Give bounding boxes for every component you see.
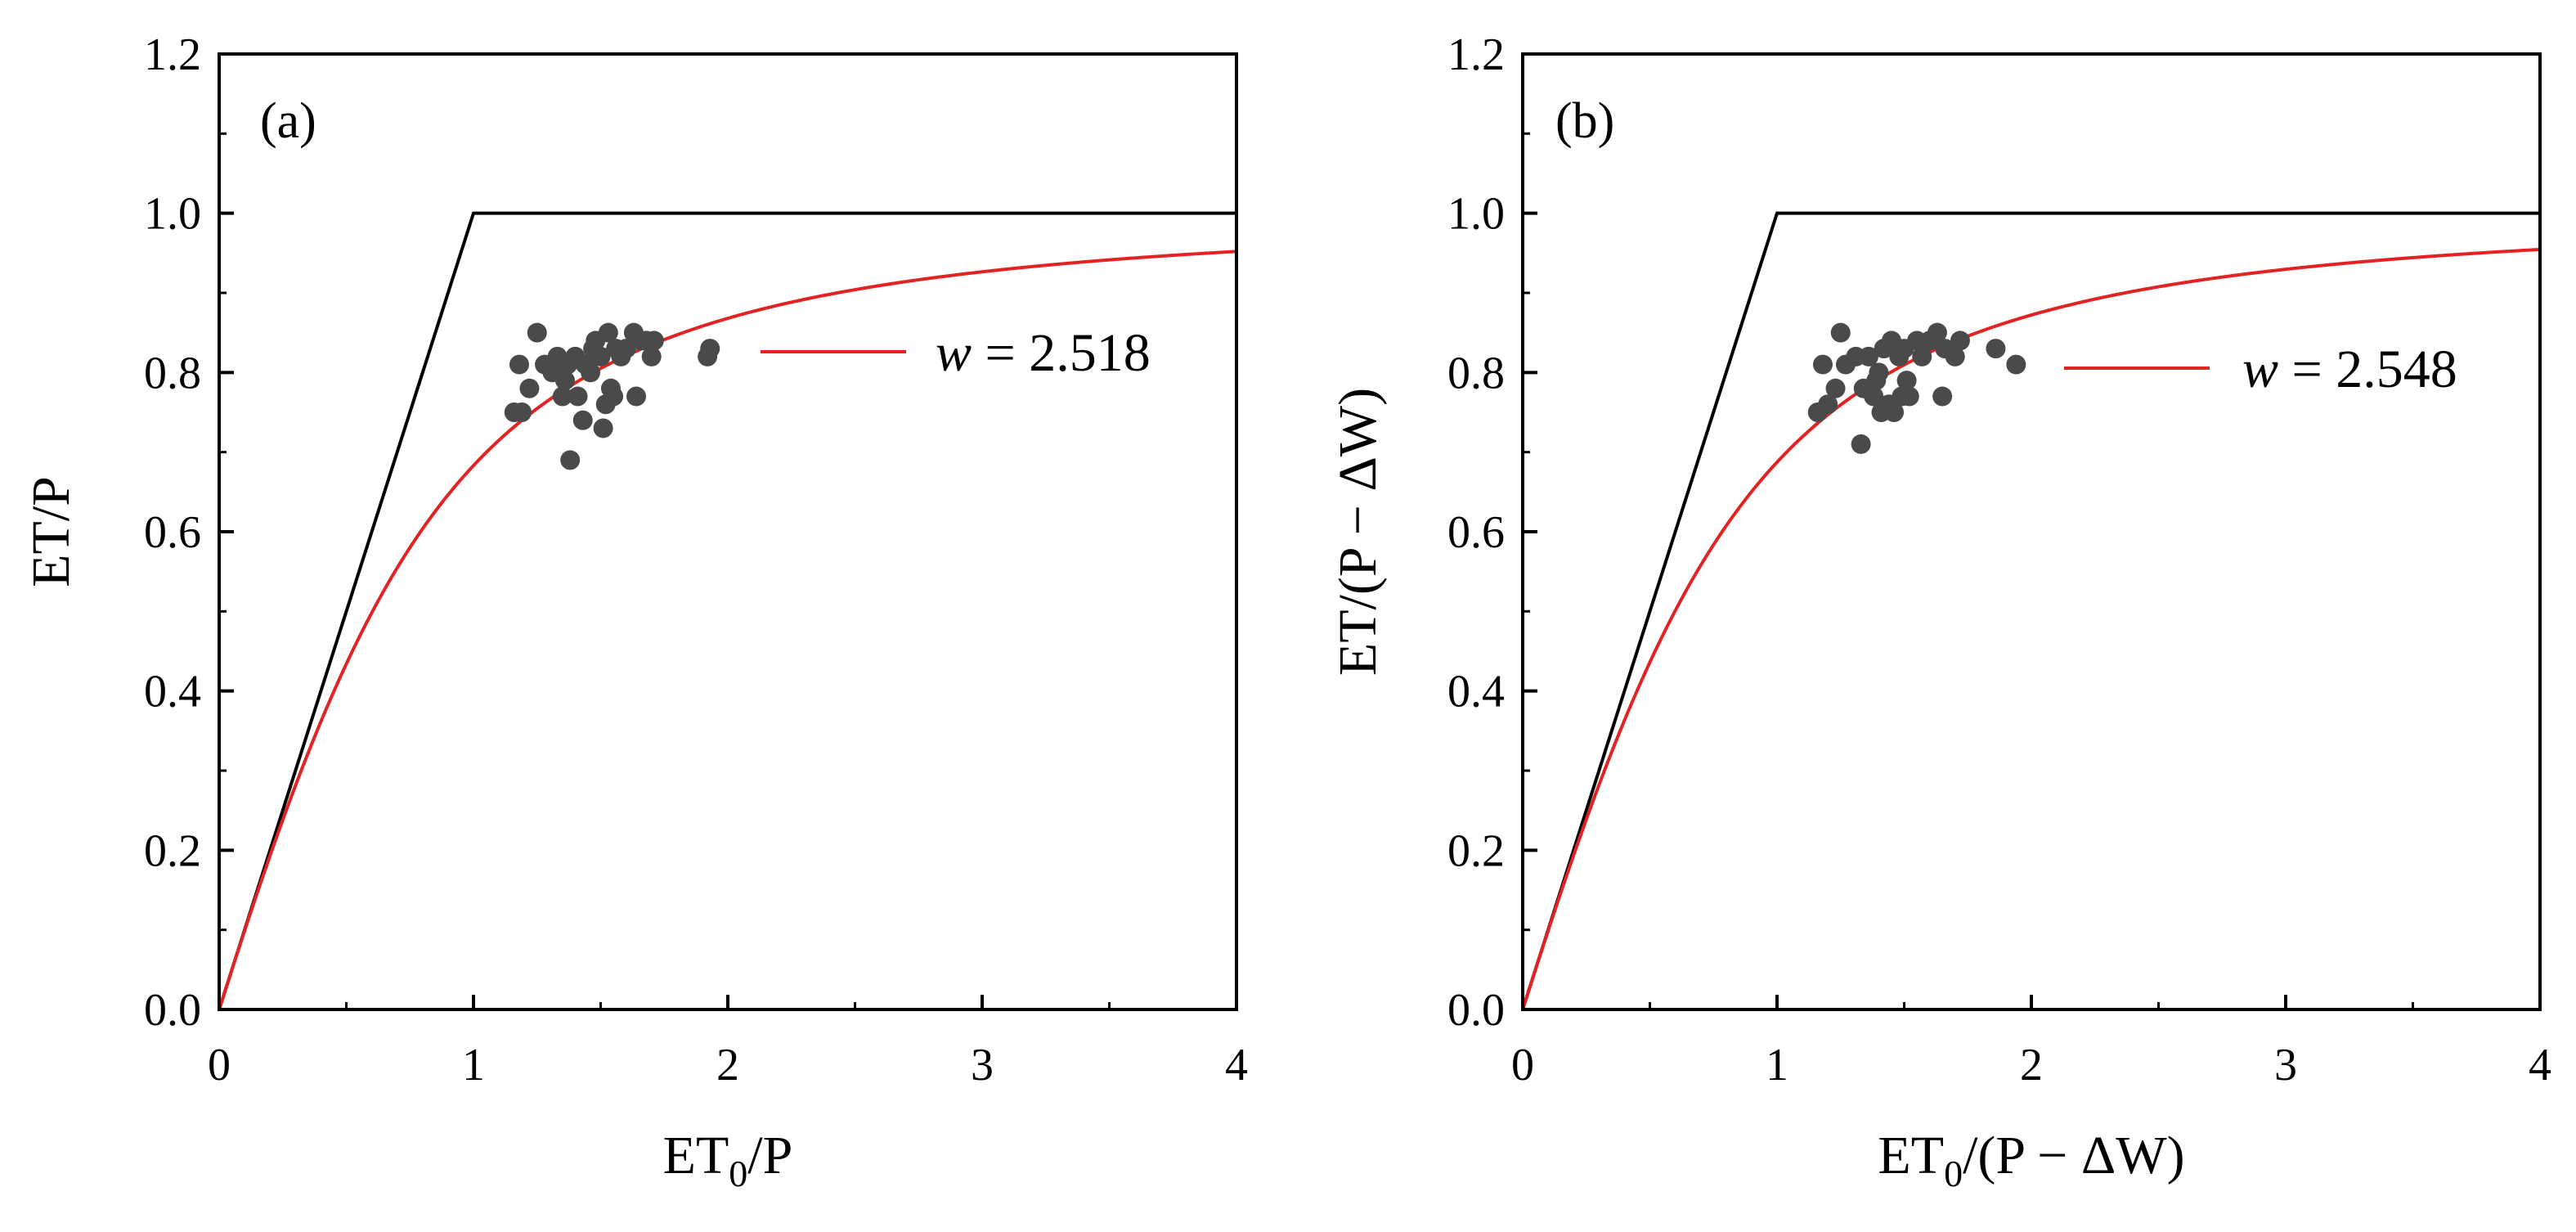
x-tick-label: 4: [2529, 1040, 2551, 1090]
data-point: [1818, 394, 1838, 415]
data-point: [1950, 330, 1970, 351]
y-tick-label: 0.4: [144, 667, 201, 717]
y-tick-label: 1.2: [144, 29, 201, 80]
budyko-limit-line: [219, 211, 1236, 1009]
data-point: [527, 322, 547, 343]
budyko-limit-line: [1523, 211, 2540, 1009]
data-point: [572, 410, 593, 430]
data-point: [1884, 402, 1905, 422]
data-point: [1866, 371, 1887, 391]
y-tick-label: 0.0: [1447, 985, 1505, 1036]
y-axis-title: ET/P: [21, 476, 81, 587]
y-tick-label: 0.0: [144, 985, 201, 1036]
x-axis-title: ET0/P: [663, 1126, 793, 1194]
data-point: [552, 386, 572, 407]
data-point: [611, 346, 631, 366]
data-point: [1986, 339, 2006, 359]
y-tick-label: 1.0: [144, 189, 201, 240]
data-point: [1912, 346, 1932, 366]
data-point: [590, 346, 611, 366]
y-tick-label: 0.6: [1447, 507, 1505, 558]
fu-curve: [219, 250, 1236, 1009]
x-tick-label: 0: [208, 1040, 231, 1090]
data-point: [598, 322, 618, 343]
panel-a: 0 1 2 3 4 0.0 0.2 0.4 0.6 0.8 1.0 1.2 (a) w = 2.518 ET…: [21, 29, 1248, 1194]
y-tick-label: 0.4: [1447, 667, 1505, 717]
legend-label: w = 2.518: [936, 323, 1151, 383]
fu-curve: [1523, 247, 2540, 1009]
data-point: [560, 450, 581, 470]
x-tick-label: 0: [1511, 1040, 1534, 1090]
panel-b: 0 1 2 3 4 0.0 0.2 0.4 0.6 0.8 1.0 1.2 (b) w = 2.548 ET…: [1328, 29, 2551, 1194]
data-point: [2006, 354, 2026, 375]
data-point: [1825, 378, 1846, 398]
panel-label: (b): [1555, 93, 1614, 149]
data-point: [1896, 371, 1917, 391]
data-point: [604, 386, 624, 407]
y-tick-label: 0.2: [1447, 825, 1505, 876]
x-tick-label: 1: [462, 1040, 485, 1090]
data-point: [1858, 346, 1878, 366]
data-point: [1899, 386, 1919, 407]
x-tick-label: 2: [716, 1040, 739, 1090]
data-point: [554, 371, 575, 391]
x-tick-label: 1: [1766, 1040, 1788, 1090]
data-point: [641, 346, 662, 366]
x-tick-label: 3: [971, 1040, 994, 1090]
data-point: [1932, 386, 1953, 407]
data-point: [581, 362, 601, 383]
x-tick-label: 2: [2020, 1040, 2043, 1090]
data-point: [1927, 322, 1947, 343]
y-tick-label: 1.0: [1447, 189, 1505, 240]
y-tick-label: 0.2: [144, 825, 201, 876]
y-tick-label: 0.6: [144, 507, 201, 558]
plot-area: [219, 211, 1236, 1009]
data-point: [1864, 386, 1884, 407]
plot-area: [1523, 211, 2540, 1009]
data-point: [504, 402, 524, 422]
x-tick-label: 3: [2274, 1040, 2297, 1090]
y-tick-label: 0.8: [1447, 348, 1505, 398]
data-point: [1851, 434, 1871, 454]
panel-label: (a): [260, 93, 316, 149]
data-point: [593, 418, 613, 438]
data-point: [519, 378, 540, 398]
legend-label: w = 2.548: [2242, 339, 2457, 399]
data-point: [626, 386, 647, 407]
data-point: [1945, 346, 1965, 366]
x-tick-label: 4: [1225, 1040, 1248, 1090]
y-tick-label: 0.8: [144, 348, 201, 398]
data-point: [644, 330, 664, 351]
data-point: [700, 339, 720, 359]
data-point: [568, 386, 588, 407]
data-point: [509, 354, 529, 375]
x-axis-title: ET0/(P − ΔW): [1878, 1126, 2184, 1194]
data-point: [1812, 354, 1833, 375]
data-point: [1830, 322, 1851, 343]
y-axis-title: ET/(P − ΔW): [1328, 388, 1388, 676]
y-tick-label: 1.2: [1447, 29, 1505, 80]
